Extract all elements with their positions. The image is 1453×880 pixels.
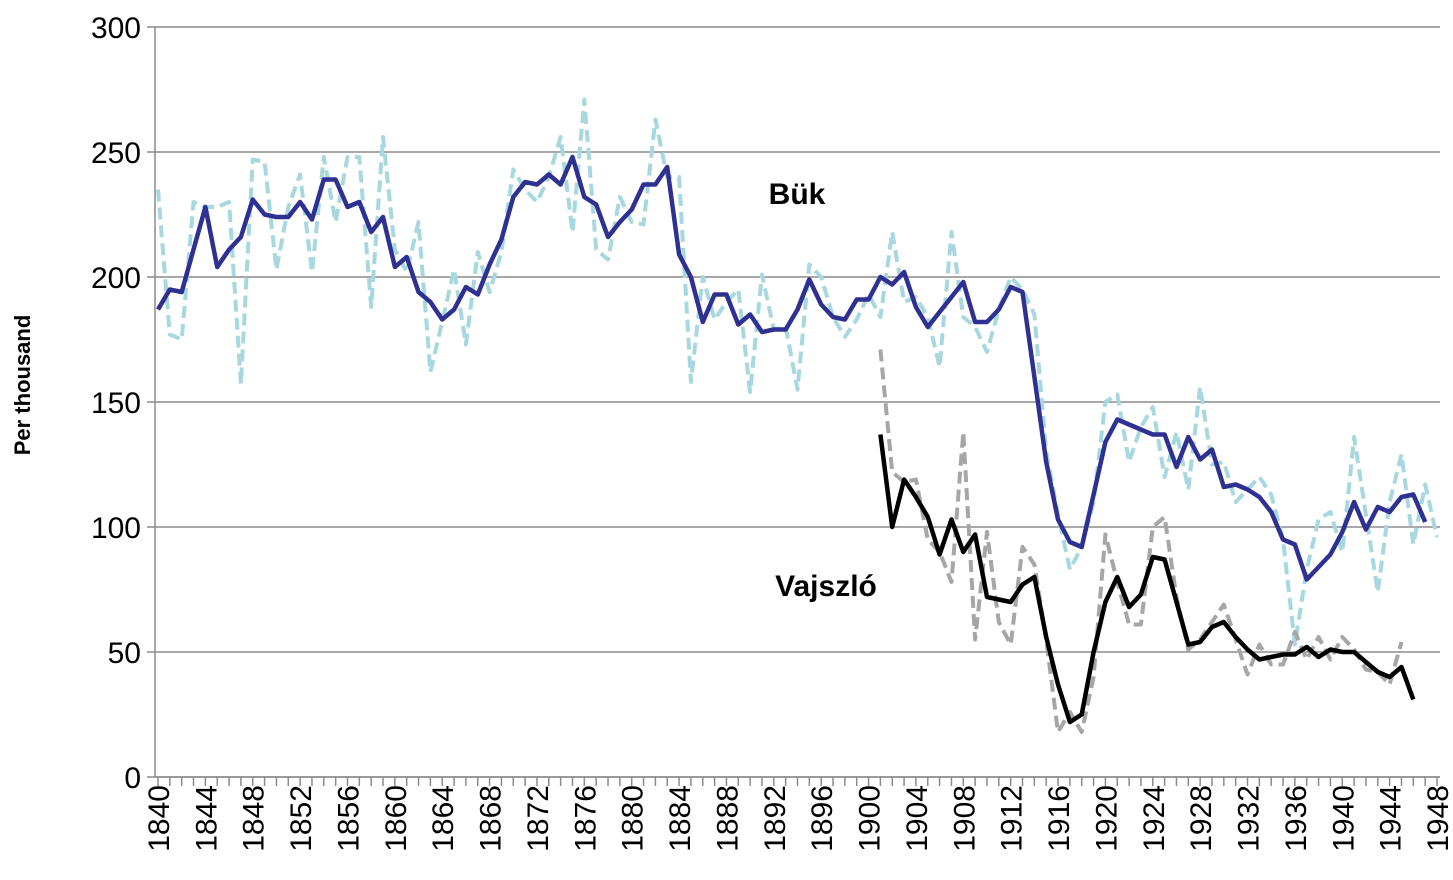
series-line bbox=[878, 349, 1404, 734]
annotation: Bük bbox=[769, 178, 826, 211]
x-tick-label: 1912 bbox=[996, 785, 1029, 852]
x-tick-label: 1884 bbox=[664, 785, 697, 852]
y-tick-label: 150 bbox=[91, 387, 141, 420]
x-tick-label: 1852 bbox=[285, 785, 318, 852]
x-tick-label: 1920 bbox=[1090, 785, 1123, 852]
y-tick-label: 250 bbox=[91, 137, 141, 170]
x-tick-label: 1924 bbox=[1138, 785, 1171, 852]
series-line bbox=[878, 434, 1416, 725]
y-tick-label: 50 bbox=[108, 637, 141, 670]
y-tick-label: 100 bbox=[91, 512, 141, 545]
x-tick-label: 1940 bbox=[1327, 785, 1360, 852]
x-tick-label: 1944 bbox=[1375, 785, 1408, 852]
series-line bbox=[156, 154, 1428, 582]
x-tick-label: 1848 bbox=[238, 785, 271, 852]
x-tick-label: 1916 bbox=[1043, 785, 1076, 852]
x-tick-label: 1868 bbox=[475, 785, 508, 852]
x-tick-label: 1900 bbox=[854, 785, 887, 852]
series-line bbox=[156, 97, 1439, 647]
x-tick-label: 1844 bbox=[190, 785, 223, 852]
x-tick-label: 1932 bbox=[1233, 785, 1266, 852]
annotation: Vajszló bbox=[775, 570, 877, 603]
x-tick-label: 1904 bbox=[901, 785, 934, 852]
x-tick-label: 1872 bbox=[522, 785, 555, 852]
x-tick-label: 1840 bbox=[143, 785, 176, 852]
y-tick-label: 200 bbox=[91, 262, 141, 295]
x-tick-label: 1876 bbox=[569, 785, 602, 852]
x-tick-label: 1908 bbox=[948, 785, 981, 852]
y-axis-label: Per thousand bbox=[10, 315, 35, 456]
x-tick-label: 1888 bbox=[711, 785, 744, 852]
y-tick-label: 300 bbox=[91, 12, 141, 45]
x-tick-label: 1948 bbox=[1422, 785, 1453, 852]
x-tick-label: 1928 bbox=[1185, 785, 1218, 852]
x-tick-label: 1936 bbox=[1280, 785, 1313, 852]
x-tick-label: 1864 bbox=[427, 785, 460, 852]
y-tick-label: 0 bbox=[124, 762, 141, 795]
x-tick-label: 1892 bbox=[759, 785, 792, 852]
x-tick-label: 1860 bbox=[380, 785, 413, 852]
x-tick-label: 1880 bbox=[617, 785, 650, 852]
x-tick-label: 1896 bbox=[806, 785, 839, 852]
x-tick-label: 1856 bbox=[332, 785, 365, 852]
